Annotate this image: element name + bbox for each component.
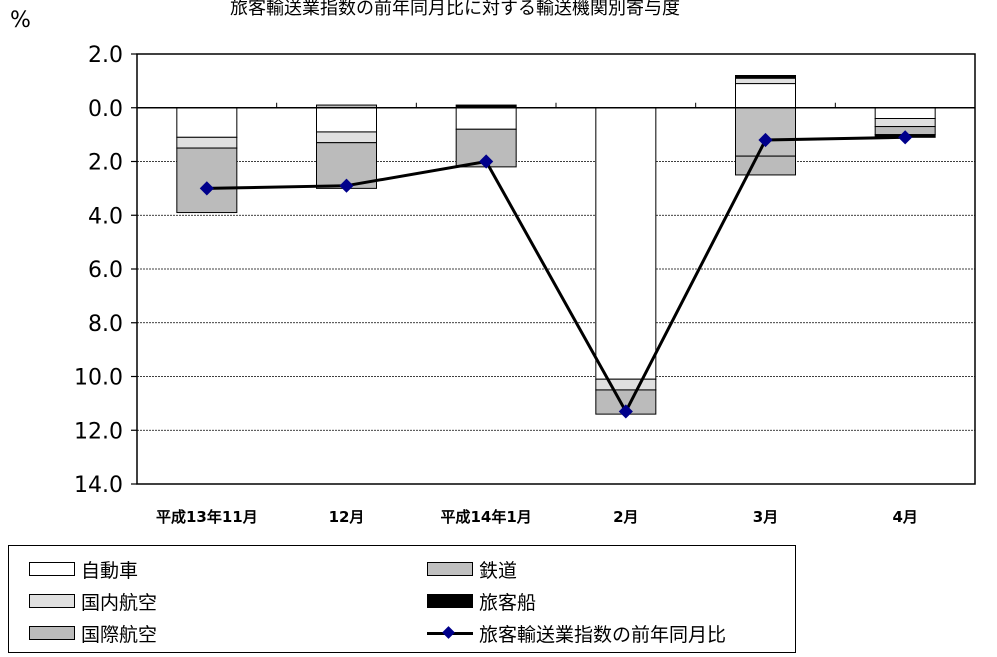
y-tick-label: 8.0 xyxy=(88,312,123,337)
tick-labels: 2.0 0.0 2.0 4.0 6.0 8.0 10.0 12.0 14.0 平成13年11月 12… xyxy=(74,43,918,526)
y-tick-label: 2.0 xyxy=(88,43,123,68)
line-point xyxy=(618,404,633,419)
chart-svg: 2.0 0.0 2.0 4.0 6.0 8.0 10.0 12.0 14.0 平成13年11月 12… xyxy=(74,43,976,526)
line-point xyxy=(339,178,354,193)
y-tick-label: 10.0 xyxy=(74,366,123,391)
legend-item-domestic-air: 国内航空 xyxy=(29,586,157,616)
legend-label-domestic-air: 国内航空 xyxy=(81,591,158,614)
x-tick-label: 平成13年11月 xyxy=(156,508,258,526)
line-point xyxy=(898,130,913,145)
legend-item-rail: 鉄道 xyxy=(427,554,517,584)
bar-segment xyxy=(176,136,238,149)
legend-label-total-line: 旅客輸送業指数の前年同月比 xyxy=(479,623,727,646)
bar-segment xyxy=(874,107,936,119)
legend: 自動車 鉄道 国内航空 旅客船 国際航空 旅客輸送業指数の前年同月比 xyxy=(8,545,796,653)
bar-segment xyxy=(455,107,517,130)
gridlines xyxy=(136,53,976,485)
y-tick-label: 0.0 xyxy=(88,97,123,122)
bar-segment xyxy=(735,155,796,176)
bar-segment xyxy=(176,147,238,214)
line-point xyxy=(199,181,214,196)
legend-swatch-ship xyxy=(427,594,473,608)
x-tick-label: 12月 xyxy=(329,508,365,526)
bar-segment xyxy=(595,378,657,391)
legend-label-intl-air: 国際航空 xyxy=(81,623,158,646)
y-tick-label: 6.0 xyxy=(88,258,123,283)
bar-segment xyxy=(316,131,377,144)
legend-item-auto: 自動車 xyxy=(29,554,138,584)
line-point xyxy=(758,132,773,148)
y-axis-unit: % xyxy=(10,8,31,33)
axes xyxy=(131,53,975,485)
legend-label-rail: 鉄道 xyxy=(479,559,518,582)
x-tick-label: 3月 xyxy=(753,508,778,526)
legend-swatch-domestic-air xyxy=(29,594,75,608)
y-tick-label: 2.0 xyxy=(88,151,123,176)
legend-item-intl-air: 国際航空 xyxy=(29,618,157,648)
legend-swatch-total-line xyxy=(427,626,473,640)
legend-item-ship: 旅客船 xyxy=(427,586,536,616)
bar-segment xyxy=(735,75,796,79)
legend-swatch-rail xyxy=(427,562,473,576)
legend-swatch-intl-air xyxy=(29,626,75,640)
line-point xyxy=(479,154,494,169)
bars xyxy=(176,75,936,415)
bar-segment xyxy=(735,83,796,109)
line-series xyxy=(199,130,913,419)
bar-segment xyxy=(874,118,936,128)
legend-item-total-line: 旅客輸送業指数の前年同月比 xyxy=(427,618,726,648)
x-tick-label: 平成14年1月 xyxy=(441,508,532,526)
bar-segment xyxy=(735,107,796,157)
bar-segment xyxy=(176,107,238,138)
x-tick-label: 4月 xyxy=(892,508,917,526)
y-tick-label: 4.0 xyxy=(88,204,123,229)
legend-swatch-auto xyxy=(29,562,75,576)
legend-label-ship: 旅客船 xyxy=(479,591,537,614)
y-tick-label: 14.0 xyxy=(74,473,123,498)
x-tick-label: 2月 xyxy=(613,508,638,526)
bar-segment xyxy=(735,77,796,85)
chart-title: 旅客輸送業指数の前年同月比に対する輸送機関別寄与度 xyxy=(230,0,680,19)
bar-segment xyxy=(595,107,657,380)
line-path xyxy=(206,135,906,415)
legend-label-auto: 自動車 xyxy=(81,559,139,582)
y-tick-label: 12.0 xyxy=(74,419,123,444)
bar-segment xyxy=(316,107,377,133)
